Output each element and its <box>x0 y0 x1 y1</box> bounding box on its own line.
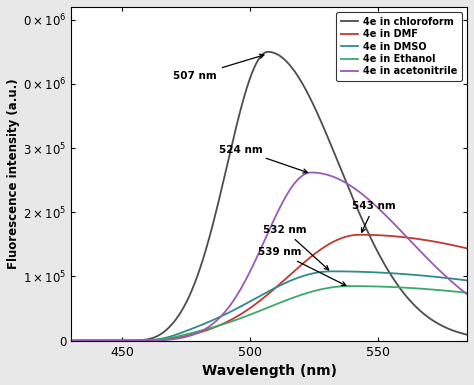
4e in DMSO <box>261 291 266 296</box>
4e in chloroform <box>453 329 458 334</box>
4e in DMF <box>464 246 470 251</box>
Text: 524 nm: 524 nm <box>219 145 307 173</box>
4e in acetonitrile <box>89 338 94 343</box>
4e in DMSO <box>453 277 459 281</box>
4e in Ethanol <box>89 338 94 343</box>
4e in chloroform <box>464 332 470 337</box>
Text: 507 nm: 507 nm <box>173 54 264 81</box>
4e in acetonitrile <box>464 292 470 296</box>
4e in DMSO <box>68 338 74 343</box>
4e in chloroform <box>380 259 386 264</box>
4e in DMF <box>380 233 386 238</box>
Text: 532 nm: 532 nm <box>263 225 328 270</box>
4e in DMF <box>357 233 363 237</box>
4e in chloroform <box>68 338 74 343</box>
4e in Ethanol <box>453 289 459 294</box>
Text: 543 nm: 543 nm <box>352 201 396 232</box>
Y-axis label: Fluorescence intensity (a.u.): Fluorescence intensity (a.u.) <box>7 79 20 269</box>
4e in acetonitrile <box>453 283 458 287</box>
4e in chloroform <box>453 329 459 334</box>
4e in Ethanol <box>464 290 470 295</box>
Text: 539 nm: 539 nm <box>257 247 346 286</box>
4e in DMSO <box>89 338 94 343</box>
4e in acetonitrile <box>309 170 314 175</box>
4e in DMF <box>68 338 74 343</box>
4e in DMF <box>453 243 458 248</box>
4e in Ethanol <box>261 307 266 311</box>
4e in DMF <box>261 295 266 300</box>
4e in acetonitrile <box>380 211 386 215</box>
Line: 4e in DMF: 4e in DMF <box>71 235 467 341</box>
4e in acetonitrile <box>261 240 266 244</box>
4e in DMSO <box>380 270 386 275</box>
4e in Ethanol <box>250 311 256 316</box>
4e in Ethanol <box>68 338 74 343</box>
4e in DMSO <box>453 277 458 281</box>
4e in DMF <box>89 338 94 343</box>
4e in Ethanol <box>453 289 458 294</box>
4e in DMF <box>250 303 256 308</box>
Legend: 4e in chloroform, 4e in DMF, 4e in DMSO, 4e in Ethanol, 4e in acetonitrile: 4e in chloroform, 4e in DMF, 4e in DMSO,… <box>336 12 462 81</box>
4e in chloroform <box>265 50 271 54</box>
4e in acetonitrile <box>68 338 74 343</box>
4e in Ethanol <box>347 284 353 288</box>
Line: 4e in DMSO: 4e in DMSO <box>71 271 467 341</box>
4e in acetonitrile <box>453 283 459 288</box>
X-axis label: Wavelength (nm): Wavelength (nm) <box>201 364 337 378</box>
Line: 4e in acetonitrile: 4e in acetonitrile <box>71 172 467 341</box>
4e in acetonitrile <box>250 263 256 267</box>
4e in DMSO <box>464 278 470 283</box>
Line: 4e in chloroform: 4e in chloroform <box>71 52 467 341</box>
4e in chloroform <box>261 51 266 56</box>
4e in chloroform <box>89 338 94 343</box>
4e in DMSO <box>250 297 256 302</box>
4e in DMSO <box>329 269 335 274</box>
4e in chloroform <box>250 67 256 72</box>
4e in Ethanol <box>380 285 386 289</box>
Line: 4e in Ethanol: 4e in Ethanol <box>71 286 467 341</box>
4e in DMF <box>453 243 459 248</box>
